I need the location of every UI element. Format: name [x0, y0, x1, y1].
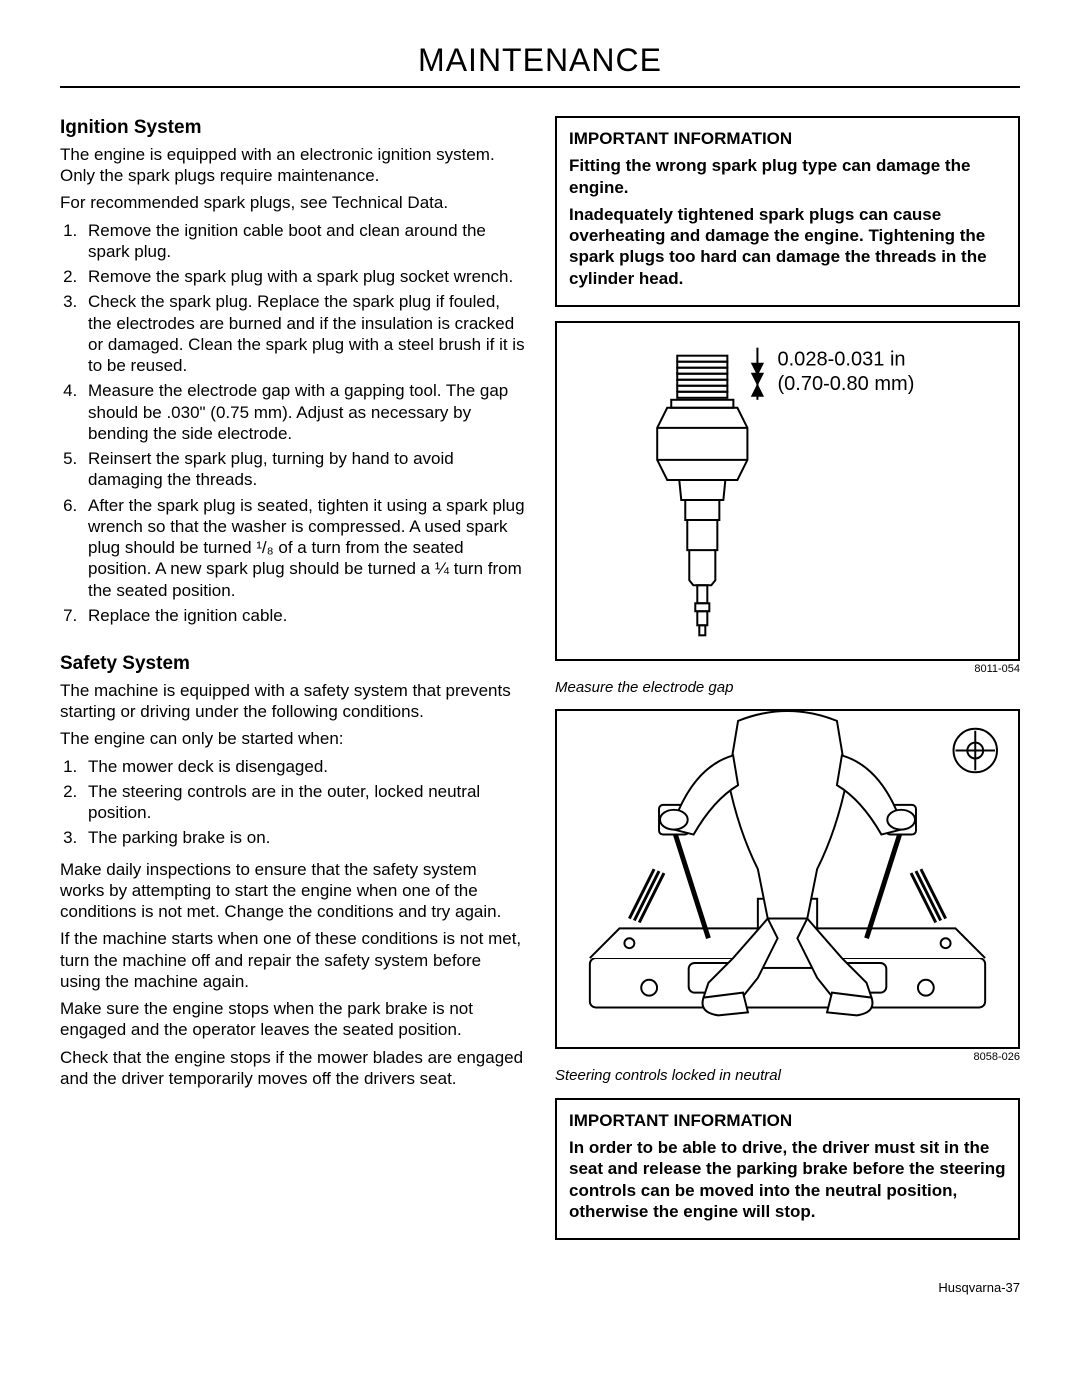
page-footer: Husqvarna-37 — [60, 1280, 1020, 1296]
list-item: The steering controls are in the outer, … — [82, 781, 525, 824]
ignition-intro-1: The engine is equipped with an electroni… — [60, 144, 525, 187]
figure-number: 8011-054 — [555, 663, 1020, 677]
list-item: The mower deck is disengaged. — [82, 756, 525, 777]
figure-caption: Steering controls locked in neutral — [555, 1067, 1020, 1086]
info-title: IMPORTANT INFORMATION — [569, 128, 1006, 149]
important-info-box-1: IMPORTANT INFORMATION Fitting the wrong … — [555, 116, 1020, 307]
info-title: IMPORTANT INFORMATION — [569, 1110, 1006, 1131]
important-info-box-2: IMPORTANT INFORMATION In order to be abl… — [555, 1098, 1020, 1240]
list-item: Check the spark plug. Replace the spark … — [82, 291, 525, 376]
info-text: In order to be able to drive, the driver… — [569, 1137, 1006, 1222]
left-column: Ignition System The engine is equipped w… — [60, 116, 525, 1254]
gap-in-text: 0.028-0.031 in — [777, 348, 905, 370]
figure-caption: Measure the electrode gap — [555, 679, 1020, 698]
safety-p5: Make sure the engine stops when the park… — [60, 998, 525, 1041]
safety-p3: Make daily inspections to ensure that th… — [60, 859, 525, 923]
two-column-layout: Ignition System The engine is equipped w… — [60, 116, 1020, 1254]
info-text: Inadequately tightened spark plugs can c… — [569, 204, 1006, 289]
safety-conditions-list: The mower deck is disengaged. The steeri… — [82, 756, 525, 849]
spark-plug-icon: 0.028-0.031 in (0.70-0.80 mm) — [567, 337, 1008, 653]
list-item: Replace the ignition cable. — [82, 605, 525, 626]
list-item: Measure the electrode gap with a gapping… — [82, 380, 525, 444]
safety-heading: Safety System — [60, 652, 525, 676]
operator-figure — [555, 709, 1020, 1049]
gap-mm-text: (0.70-0.80 mm) — [777, 373, 914, 395]
info-text: Fitting the wrong spark plug type can da… — [569, 155, 1006, 198]
list-item: Remove the ignition cable boot and clean… — [82, 220, 525, 263]
list-item: Remove the spark plug with a spark plug … — [82, 266, 525, 287]
safety-p1: The machine is equipped with a safety sy… — [60, 680, 525, 723]
list-item: After the spark plug is seated, tighten … — [82, 495, 525, 601]
safety-p6: Check that the engine stops if the mower… — [60, 1047, 525, 1090]
ignition-steps-list: Remove the ignition cable boot and clean… — [82, 220, 525, 627]
figure-number: 8058-026 — [555, 1051, 1020, 1065]
ignition-heading: Ignition System — [60, 116, 525, 140]
operator-seated-icon — [557, 711, 1018, 1047]
safety-p2: The engine can only be started when: — [60, 728, 525, 749]
list-item: Reinsert the spark plug, turning by hand… — [82, 448, 525, 491]
list-item: The parking brake is on. — [82, 827, 525, 848]
page-title: MAINTENANCE — [60, 40, 1020, 88]
spark-plug-figure: 0.028-0.031 in (0.70-0.80 mm) — [555, 321, 1020, 661]
safety-p4: If the machine starts when one of these … — [60, 928, 525, 992]
right-column: IMPORTANT INFORMATION Fitting the wrong … — [555, 116, 1020, 1254]
ignition-intro-2: For recommended spark plugs, see Technic… — [60, 192, 525, 213]
